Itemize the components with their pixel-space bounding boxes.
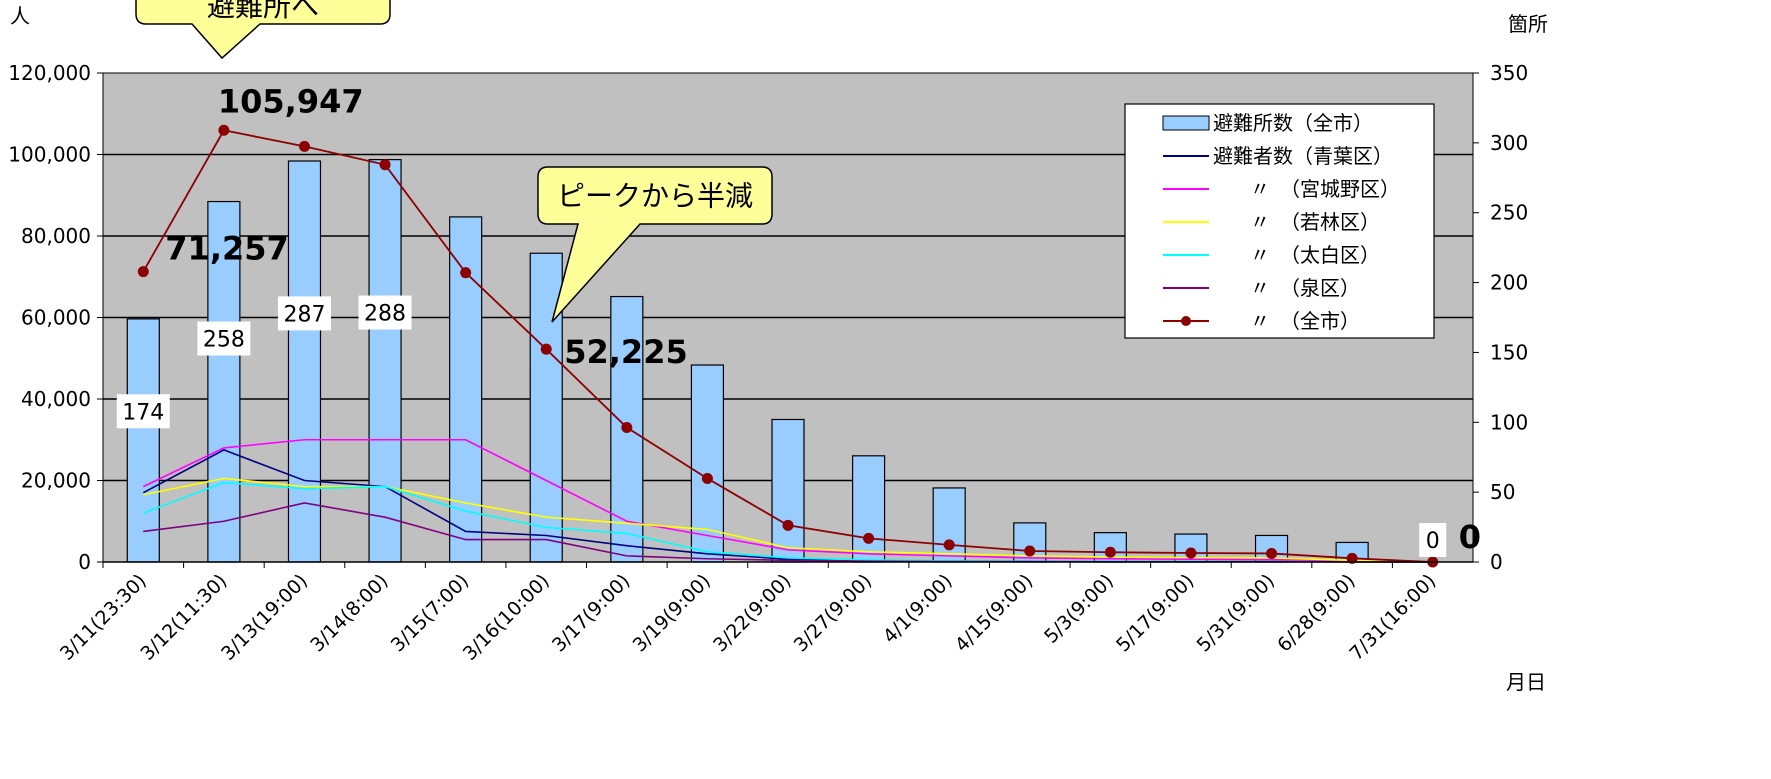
bar-count-label: 288 — [364, 302, 406, 327]
bar-count-box — [116, 394, 170, 429]
y-left-tick-label: 80,000 — [21, 224, 91, 248]
series-marker — [943, 539, 955, 551]
bar-count-box — [197, 321, 251, 356]
legend-label: 〃 （泉区） — [1250, 276, 1360, 300]
series-marker — [379, 159, 391, 171]
x-tick-label: 3/27(9:00) — [790, 570, 876, 656]
y-right-unit: 箇所 — [1508, 12, 1548, 36]
series-marker — [701, 472, 713, 484]
x-tick-label: 7/31(16:00) — [1345, 570, 1440, 665]
bar-count-label: 0 — [1426, 529, 1440, 554]
legend-label: 〃 （太白区） — [1250, 243, 1380, 267]
y-left-tick-label: 60,000 — [21, 306, 91, 330]
x-unit: 月日 — [1506, 670, 1546, 694]
x-tick-label: 4/15(9:00) — [951, 570, 1037, 656]
y-right-tick-label: 250 — [1490, 201, 1528, 225]
bar-count-box — [1419, 523, 1447, 557]
bar — [368, 159, 402, 563]
y-right-tick-label: 300 — [1490, 131, 1528, 155]
y-right-tick-label: 150 — [1490, 340, 1528, 364]
total-value-label: 0 — [1459, 518, 1481, 556]
y-left-tick-label: 100,000 — [8, 143, 91, 167]
x-tick-label: 4/1(9:00) — [879, 570, 957, 648]
series-marker — [1185, 547, 1197, 559]
series-marker — [863, 532, 875, 544]
callout: ピークから半減 — [537, 166, 773, 323]
y-left-tick-label: 40,000 — [21, 387, 91, 411]
x-tick-label: 3/19(9:00) — [629, 570, 715, 656]
bar — [207, 200, 241, 563]
y-right-tick-label: 0 — [1490, 550, 1503, 574]
bar — [126, 318, 160, 563]
legend-label: 避難者数（青葉区） — [1213, 144, 1393, 168]
x-tick-label: 3/17(9:00) — [548, 570, 634, 656]
bar-count-label: 258 — [203, 328, 245, 353]
series-marker — [218, 124, 230, 136]
y-right-tick-label: 100 — [1490, 410, 1528, 434]
callout-text: ピークから半減 — [557, 180, 753, 213]
legend-label: 避難所数（全市） — [1213, 111, 1373, 135]
legend-label: 〃 （若林区） — [1250, 210, 1380, 234]
series-marker — [298, 140, 310, 152]
series-marker — [540, 343, 552, 355]
total-value-label: 52,225 — [564, 333, 687, 371]
series-marker — [460, 267, 472, 279]
legend-marker — [1181, 316, 1191, 326]
y-right-tick-label: 200 — [1490, 271, 1528, 295]
callout: 避難所へ — [135, 0, 391, 60]
y-left-tick-label: 0 — [78, 550, 91, 574]
bar — [932, 487, 966, 563]
series-marker — [1346, 552, 1358, 564]
y-right-tick-label: 50 — [1490, 480, 1515, 504]
x-tick-label: 3/13(19:00) — [217, 570, 312, 665]
bar-count-label: 174 — [122, 400, 164, 425]
y-left-unit: 人 — [10, 4, 30, 28]
callout-text: 避難所へ — [207, 0, 319, 23]
y-left-tick-label: 120,000 — [8, 61, 91, 85]
series-marker — [621, 422, 633, 434]
legend-swatch — [1162, 115, 1210, 131]
x-tick-label: 5/3(9:00) — [1040, 570, 1118, 648]
series-marker — [1266, 547, 1278, 559]
callout-bubble — [135, 0, 391, 60]
bar-series — [126, 159, 1369, 563]
callout-bubble — [537, 166, 773, 323]
x-tick-label: 6/28(9:00) — [1273, 570, 1359, 656]
series-marker — [1024, 545, 1036, 557]
legend-label: 〃 （宮城野区） — [1250, 177, 1400, 201]
legend-label: 〃 （全市） — [1250, 309, 1360, 333]
bar — [771, 418, 805, 563]
series-marker — [137, 266, 149, 278]
data-labels: 174 258 287 288 0 71,257 105,947 52,225 0 — [116, 82, 1481, 557]
y-left-tick-label: 20,000 — [21, 469, 91, 493]
x-tick-label: 3/16(10:00) — [459, 570, 554, 665]
x-tick-label: 5/31(9:00) — [1193, 570, 1279, 656]
series-line — [142, 438, 1433, 563]
bar-count-box — [358, 295, 412, 330]
legend: 避難所数（全市） 避難者数（青葉区） 〃 （宮城野区） 〃 （若林区） 〃 （太白区） 〃… — [1124, 103, 1435, 339]
x-tick-label: 3/14(8:00) — [306, 570, 392, 656]
y-right-tick-label: 350 — [1490, 61, 1528, 85]
x-tick-label: 5/17(9:00) — [1112, 570, 1198, 656]
series-marker — [1104, 546, 1116, 558]
bar-count-box — [277, 296, 331, 331]
series-marker — [782, 519, 794, 531]
total-value-label: 105,947 — [218, 82, 364, 120]
bar-count-label: 287 — [283, 302, 325, 327]
total-value-label: 71,257 — [165, 230, 288, 268]
bar — [287, 160, 322, 563]
bar — [851, 455, 886, 563]
x-tick-label: 3/22(9:00) — [709, 570, 795, 656]
x-tick-label: 3/15(7:00) — [387, 570, 473, 656]
